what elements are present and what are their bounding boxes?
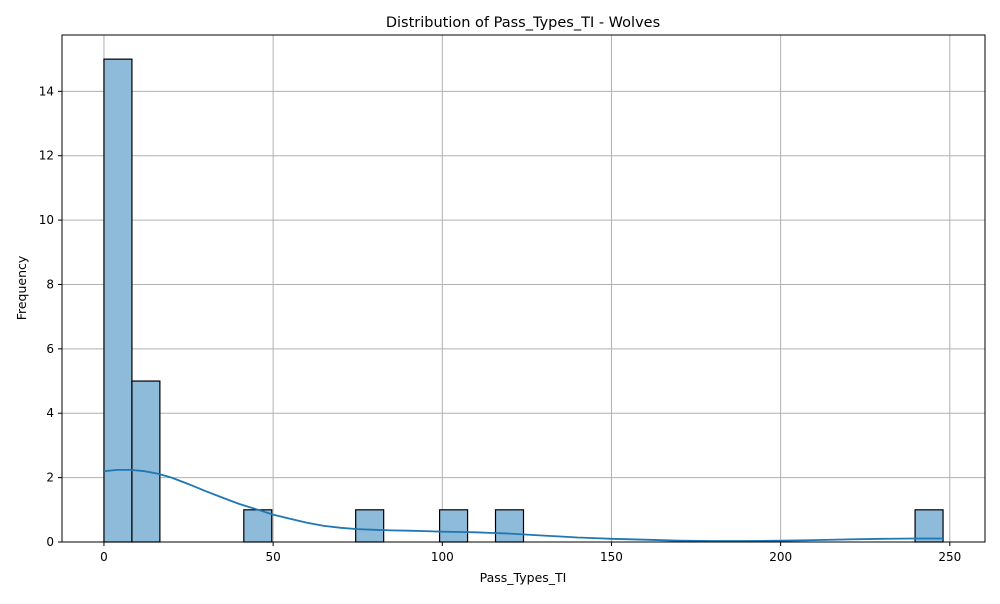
y-tick-label: 12 [39, 149, 54, 163]
y-tick-label: 4 [46, 406, 54, 420]
x-tick-label: 0 [100, 550, 108, 564]
y-tick-label: 14 [39, 84, 54, 98]
histogram-bar [438, 509, 469, 543]
histogram-bar [494, 509, 525, 543]
histogram-bar [131, 380, 161, 543]
histogram-bar [243, 509, 273, 543]
y-tick-label: 6 [46, 342, 54, 356]
plot-frame [61, 34, 986, 543]
chart-title: Distribution of Pass_Types_TI - Wolves [386, 15, 660, 31]
x-tick-label: 250 [938, 550, 961, 564]
y-axis-ticks: 0 2 4 6 8 10 12 14 [39, 84, 62, 549]
x-tick-label: 150 [600, 550, 623, 564]
histogram-bar [914, 509, 944, 543]
grid-lines [62, 35, 985, 543]
x-axis-label: Pass_Types_TI [480, 570, 567, 585]
kde-curve-group [103, 468, 943, 542]
y-axis-label: Frequency [14, 255, 29, 320]
y-tick-label: 2 [46, 471, 54, 485]
y-tick-label: 8 [46, 277, 54, 291]
x-tick-label: 100 [431, 550, 454, 564]
histogram-bar [355, 509, 385, 543]
kde-curve [103, 468, 943, 542]
x-axis-ticks: 0 50 100 150 200 250 [100, 542, 961, 564]
y-tick-label: 0 [46, 535, 54, 549]
histogram-bars [103, 58, 944, 543]
x-tick-label: 50 [265, 550, 280, 564]
y-tick-label: 10 [39, 213, 54, 227]
x-tick-label: 200 [769, 550, 792, 564]
